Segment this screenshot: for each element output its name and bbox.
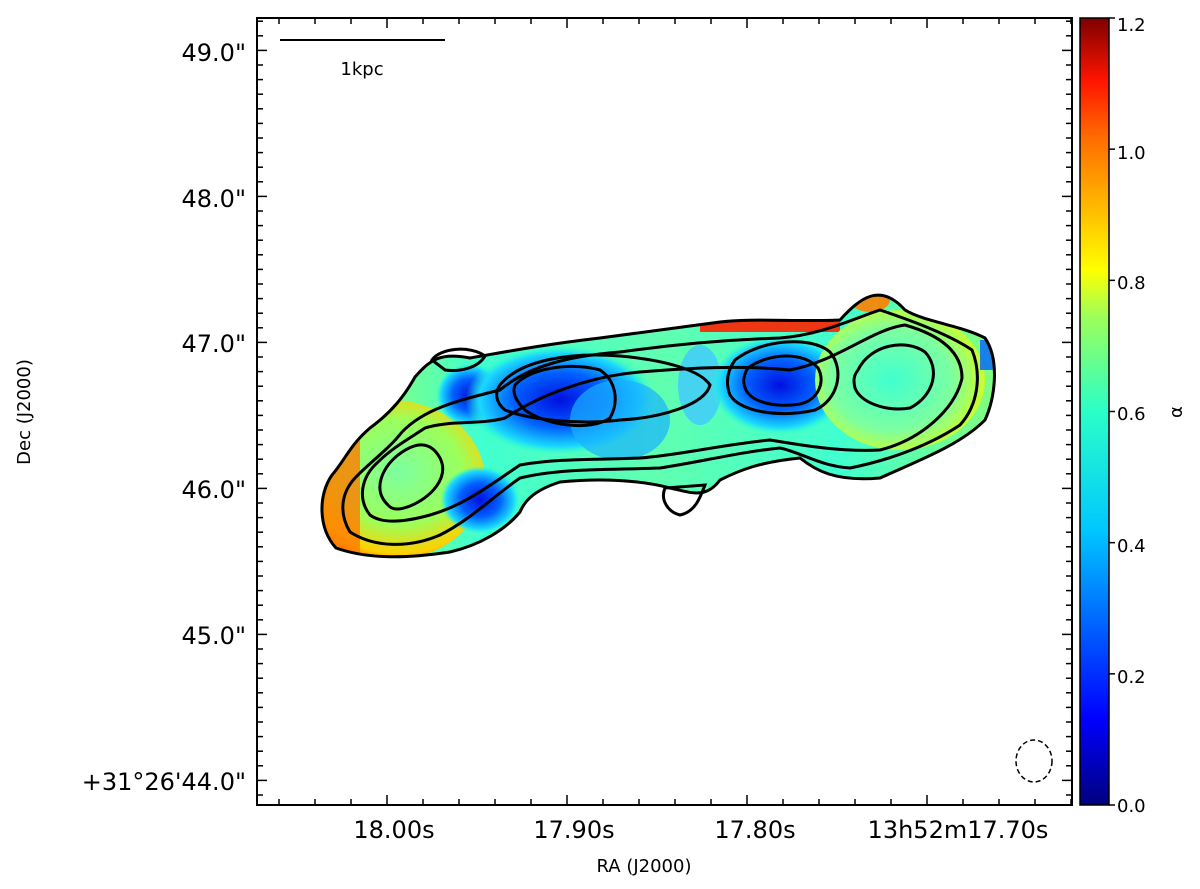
x-tick-label-4: 13h52m17.70s [868, 816, 1049, 844]
y-tick-label-3: 46.0" [182, 476, 246, 504]
x-tick-label-1: 18.00s [353, 816, 434, 844]
y-tick-label-1: +31°26'44.0" [82, 768, 246, 796]
y-tick-label-5: 48.0" [182, 185, 246, 213]
colorbar-tick-6: 1.2 [1117, 15, 1146, 36]
colorbar-tick-2: 0.4 [1117, 536, 1146, 557]
colorbar [1079, 17, 1110, 806]
x-tick-label-2: 17.90s [533, 816, 614, 844]
y-tick-label-4: 47.0" [182, 330, 246, 358]
colorbar-tick-5: 1.0 [1117, 143, 1146, 164]
axis-ticks [257, 18, 1072, 805]
colorbar-tick-0: 0.0 [1117, 796, 1146, 817]
colorbar-label: α [1166, 406, 1187, 418]
beam-ellipse [1015, 739, 1053, 783]
y-tick-label-2: 45.0" [182, 622, 246, 650]
y-tick-label-6: 49.0" [182, 39, 246, 67]
scale-bar-label: 1kpc [340, 59, 383, 80]
intensity-contours [320, 293, 996, 559]
x-tick-label-3: 17.80s [714, 816, 795, 844]
x-axis-label: RA (J2000) [597, 856, 692, 877]
colorbar-tick-3: 0.6 [1117, 404, 1146, 425]
colorbar-tick-1: 0.2 [1117, 667, 1146, 688]
colorbar-ticks [1109, 17, 1115, 806]
y-axis-label: Dec (J2000) [14, 359, 35, 465]
colorbar-tick-4: 0.8 [1117, 273, 1146, 294]
